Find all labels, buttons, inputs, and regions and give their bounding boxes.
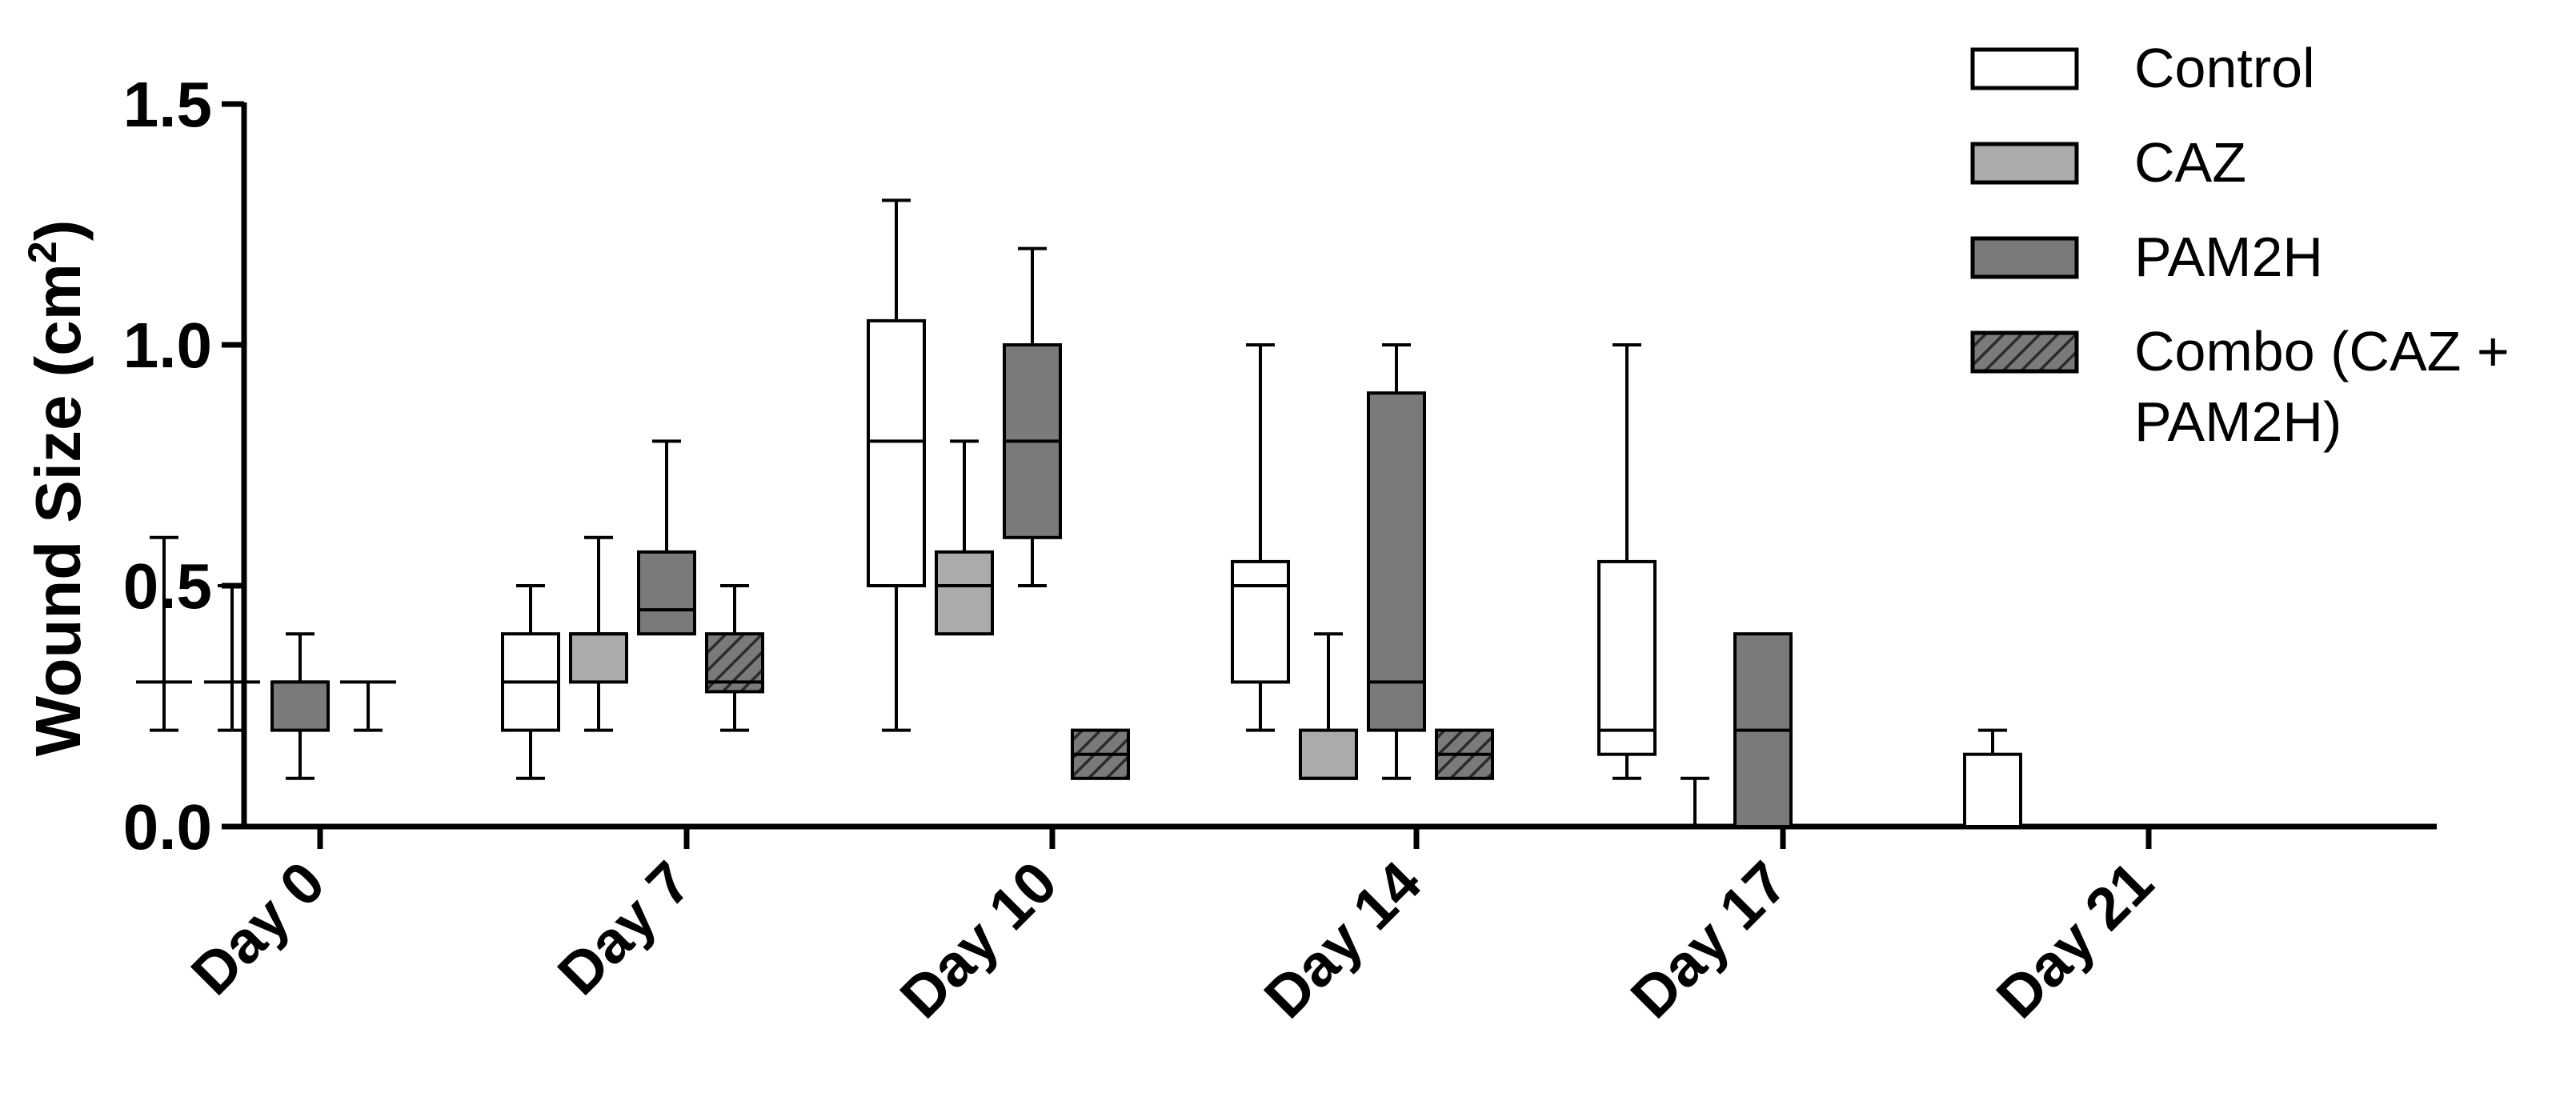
box-control-day-21	[1963, 728, 2022, 829]
legend-label: Control	[2134, 37, 2315, 99]
box-iqr	[569, 632, 628, 684]
box-combo-day-14	[1435, 728, 1494, 780]
legend-swatch	[1970, 236, 2079, 279]
x-tick-label: Day 10	[887, 849, 1069, 1031]
legend-label: PAM2H	[2134, 226, 2323, 288]
box-iqr	[867, 318, 926, 587]
box-caz-day-10	[935, 439, 994, 636]
plot-area	[136, 198, 2022, 829]
box-caz-day-17	[1667, 776, 1723, 828]
box-combo-day-10	[1071, 728, 1130, 780]
y-tick-label: 1.0	[123, 310, 212, 381]
box-iqr	[637, 550, 696, 636]
box-caz-day-7	[569, 535, 628, 732]
box-iqr	[935, 550, 994, 636]
box-pam2h-day-17	[1733, 632, 1793, 829]
legend-swatch	[1970, 330, 2079, 374]
x-tick-label: Day 14	[1252, 849, 1433, 1031]
box-iqr	[1963, 752, 2022, 829]
tick-labels: 0.0 0.5 1.0 1.5 Day 0 Day 7 Day 10 Day 14 Day 17…	[123, 69, 2166, 1031]
axes	[222, 101, 2437, 849]
box-control-day-17	[1597, 343, 1657, 780]
box-control-day-7	[501, 584, 560, 780]
box-control-day-10	[867, 198, 926, 732]
box-iqr	[1231, 559, 1290, 684]
box-pam2h-day-10	[1003, 246, 1062, 587]
legend-label: CAZ	[2134, 131, 2246, 194]
legend: Control CAZ PAM2H Combo (CAZ + PAM2H)	[1970, 37, 2510, 453]
box-iqr	[1299, 728, 1358, 780]
box-combo-day-0	[340, 680, 396, 732]
legend-label: PAM2H)	[2134, 390, 2342, 453]
box-pam2h-day-7	[637, 439, 696, 636]
legend-swatch	[1970, 47, 2079, 90]
box-control-day-14	[1231, 343, 1290, 732]
x-tick-label: Day 7	[545, 849, 703, 1007]
y-tick-label: 0.5	[123, 551, 212, 622]
box-iqr	[270, 680, 330, 732]
x-tick-label: Day 21	[1984, 849, 2165, 1031]
x-tick-label: Day 0	[178, 849, 337, 1007]
box-iqr	[1597, 559, 1657, 756]
y-tick-label: 1.5	[123, 69, 212, 140]
box-pam2h-day-0	[270, 632, 330, 780]
box-control-day-0	[136, 535, 192, 732]
y-tick-label: 0.0	[123, 791, 212, 863]
box-iqr	[1367, 391, 1426, 732]
y-axis-title: Wound Size (cm2)	[20, 220, 94, 757]
legend-swatch	[1970, 142, 2079, 185]
box-caz-day-0	[204, 584, 260, 732]
box-combo-day-7	[705, 584, 764, 732]
box-caz-day-14	[1299, 632, 1358, 780]
box-pam2h-day-14	[1367, 343, 1426, 780]
legend-label: Combo (CAZ +	[2134, 320, 2510, 382]
x-tick-label: Day 17	[1618, 849, 1800, 1031]
